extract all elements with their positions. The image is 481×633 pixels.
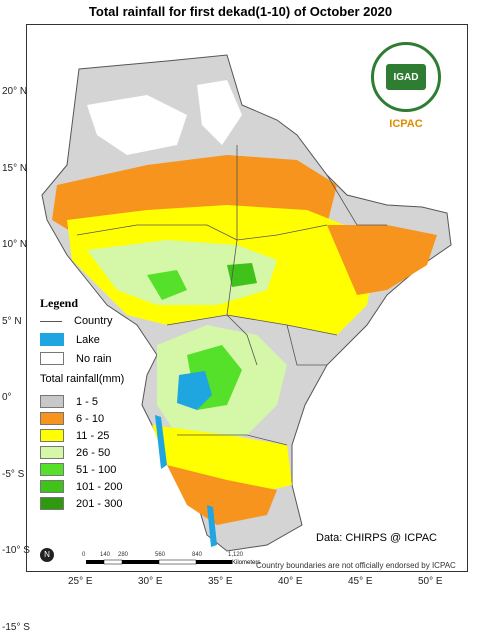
legend-class: 11 - 25 [40,429,109,442]
y-tick-label: 15° N [2,162,28,174]
rainfall-map [41,54,452,552]
legend-title: Legend [40,296,79,310]
legend-class: 101 - 200 [40,480,122,493]
legend-class: 6 - 10 [40,412,104,425]
y-tick-label: -5° S [2,468,25,480]
no-rain-swatch [40,352,64,365]
y-tick-label: -15° S [2,621,30,633]
legend-swatch [40,429,64,442]
x-tick-label: 45° E [348,576,373,587]
lake-tanganyika [155,415,167,469]
scale-tick-label: 0 [82,552,86,558]
igad-emblem: IGAD [386,64,426,90]
disclaimer: Country boundaries are not officially en… [256,561,456,570]
legend-class: 1 - 5 [40,395,98,408]
legend-class-label: 51 - 100 [76,463,117,476]
legend-no-rain: No rain [40,352,111,365]
y-tick-label: -10° S [2,545,30,556]
igad-logo: IGAD ICPAC [366,42,446,130]
legend-swatch [40,497,64,510]
data-source: Data: CHIRPS @ ICPAC [316,532,437,544]
legend-class-label: 11 - 25 [76,429,110,442]
x-tick-label: 30° E [138,576,163,587]
legend-class-label: 6 - 10 [76,412,105,425]
north-arrow-icon: N [40,548,54,562]
legend-swatch [40,395,64,408]
map-frame [26,24,468,572]
lake-malawi [207,505,217,547]
legend-class: 26 - 50 [40,446,110,459]
igad-seal: IGAD [371,42,441,112]
y-tick-label: 10° N [2,239,28,250]
legend-swatch [40,463,64,476]
lake-victoria [177,371,212,410]
legend-swatch [40,480,64,493]
legend-class-label: 101 - 200 [76,480,123,493]
y-tick-label: 0° [2,392,12,403]
scale-tick-label: 840 [192,552,203,558]
legend-class: 51 - 100 [40,463,116,476]
legend-swatch [40,446,64,459]
legend-class-label: 26 - 50 [76,446,111,459]
x-tick-label: 25° E [68,576,93,587]
map-title: Total rainfall for first dekad(1-10) of … [88,4,393,19]
country-line-swatch [40,320,62,322]
x-tick-label: 50° E [418,576,443,587]
legend-total-title: Total rainfall(mm) [40,373,125,385]
legend-class: 201 - 300 [40,497,122,510]
x-tick-label: 35° E [208,576,233,587]
scale-bar-graphic [86,559,232,565]
icpac-label: ICPAC [389,118,423,130]
y-tick-label: 5° N [2,315,22,327]
x-tick-label: 40° E [278,576,303,587]
country-borders [76,145,387,446]
legend-country: Country [40,315,113,327]
legend-class-label: 1 - 5 [76,395,99,408]
scale-tick-label: 140 [100,552,111,558]
scale-unit: Kilometers [232,560,261,566]
scale-bar: 0 140 280 560 840 1,120 [82,552,243,573]
scale-tick-label: 280 [118,552,129,558]
lake-swatch [40,333,64,346]
scale-tick-label: 560 [155,552,166,558]
y-tick-label: 20° N [2,86,28,97]
legend-swatch [40,412,64,425]
legend-class-label: 201 - 300 [76,497,123,510]
legend-lake: Lake [40,333,100,346]
scale-tick-label: 1,120 [228,552,244,558]
